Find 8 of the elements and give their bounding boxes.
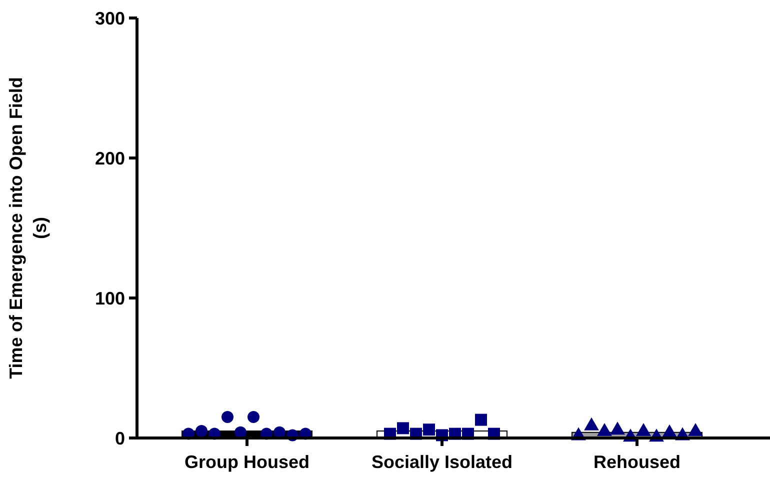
y-tick-label: 200 <box>94 148 125 168</box>
x-tick-label: Socially Isolated <box>371 452 513 472</box>
x-tick-label: Rehoused <box>593 452 681 472</box>
x-tick-label: Group Housed <box>184 452 310 472</box>
y-tick-label: 100 <box>94 288 125 308</box>
y-tick-label: 0 <box>114 428 125 448</box>
y-axis-title: Time of Emergence into Open Field (s) <box>6 77 50 379</box>
y-tick-label: 300 <box>94 8 125 28</box>
